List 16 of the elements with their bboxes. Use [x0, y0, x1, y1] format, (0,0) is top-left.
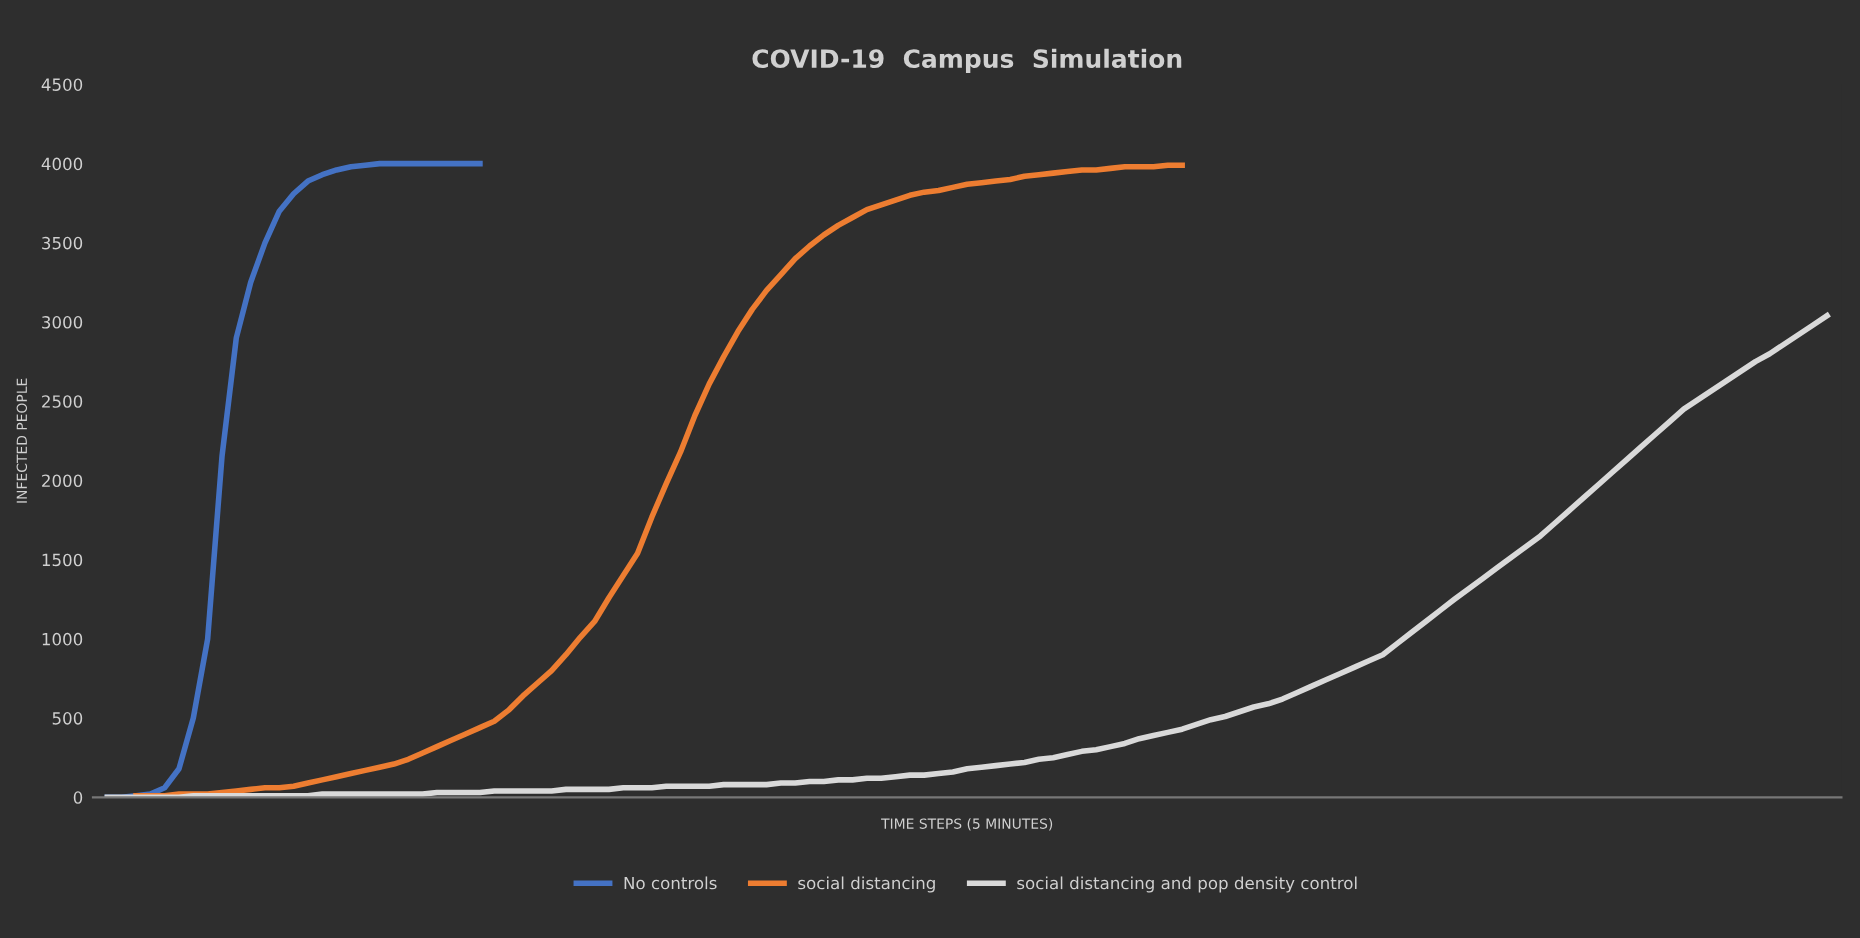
y-tick-label: 500	[52, 712, 83, 725]
y-tick-label: 0	[73, 791, 83, 804]
y-tick-label: 3000	[42, 316, 83, 329]
y-tick-label: 4000	[41, 157, 83, 171]
y-tick-label: 2000	[42, 474, 83, 488]
legend-label: social distancing	[798, 876, 935, 893]
y-tick-label: 2500	[42, 395, 83, 408]
y-tick-label: 1500	[42, 553, 83, 567]
line-series	[104, 312, 1830, 798]
legend-label: social distancing and pop density control	[1017, 876, 1357, 893]
y-tick-label: 1000	[42, 632, 83, 646]
y-tick-label: 3500	[42, 236, 83, 250]
y-tick-label: 4500	[41, 78, 83, 91]
legend-label: No controls	[624, 876, 717, 890]
line-series	[133, 162, 1185, 798]
chart-title: COVID-19 Campus Simulation	[752, 48, 1182, 73]
